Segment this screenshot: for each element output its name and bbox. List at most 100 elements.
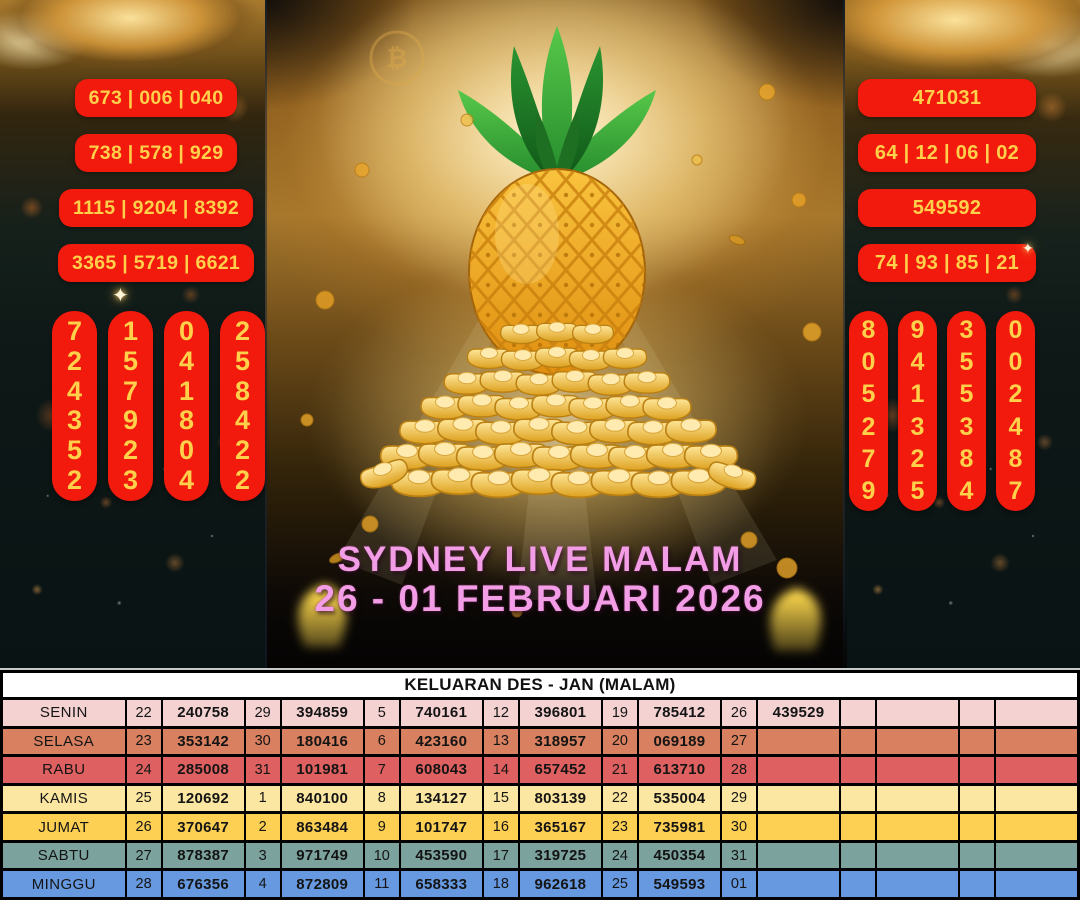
- table-row: SELASA 23 353142 30 180416 6 423160 13 318957 20 0…: [0, 725, 1079, 756]
- pill-digit: 5: [910, 476, 925, 505]
- table-row: SENIN 22 240758 29 394859 5 740161 12 396801 19 78…: [0, 697, 1079, 728]
- result-value-cell: [755, 868, 841, 899]
- pill-digit: 5: [234, 345, 251, 376]
- result-index-cell: 31: [719, 839, 757, 870]
- pill-digit: 4: [66, 375, 83, 406]
- banner: ₿: [0, 0, 1080, 670]
- digit-pill: 9 4 1 3 2 5: [898, 311, 937, 511]
- table-row: MINGGU 28 676356 4 872809 11 658333 18 962618 25 5…: [0, 868, 1079, 899]
- pill-digit: 8: [861, 316, 876, 344]
- table-row: JUMAT 26 370647 2 863484 9 101747 16 365167 23 735…: [0, 811, 1079, 842]
- digit-pill: 8 0 5 2 7 9: [849, 311, 888, 511]
- pill-digit: 2: [861, 412, 876, 441]
- result-value-cell: 840100: [279, 782, 364, 813]
- number-badge: 471031: [858, 79, 1036, 117]
- result-value-cell: [755, 725, 841, 756]
- pill-digit: 2: [66, 464, 83, 495]
- table-row: KAMIS 25 120692 1 840100 8 134127 15 803139 22 535…: [0, 782, 1079, 813]
- pill-digit: 3: [959, 412, 974, 441]
- pill-digit: 5: [66, 435, 83, 466]
- result-index-cell: [839, 725, 877, 756]
- number-badge: 74 | 93 | 85 | 21: [858, 244, 1036, 282]
- pill-digit: 5: [959, 380, 974, 409]
- result-index-cell: 5: [362, 697, 400, 728]
- result-value-cell: [875, 754, 960, 785]
- banner-title-line2: 26 - 01 FEBRUARI 2026: [314, 578, 766, 619]
- result-index-cell: 4: [243, 868, 281, 899]
- result-index-cell: 7: [362, 754, 400, 785]
- result-value-cell: [994, 839, 1079, 870]
- day-cell: MINGGU: [0, 868, 126, 899]
- left-badge-group: 673 | 006 | 040 738 | 578 | 929 1115 | 920…: [48, 79, 264, 282]
- pill-digit: 3: [910, 412, 925, 441]
- pill-digit: 4: [234, 405, 251, 436]
- pill-digit: 8: [234, 375, 251, 406]
- number-badge: 1115 | 9204 | 8392: [59, 189, 253, 227]
- result-value-cell: 423160: [398, 725, 483, 756]
- table-row: SABTU 27 878387 3 971749 10 453590 17 319725 24 45…: [0, 839, 1079, 870]
- result-value-cell: [994, 811, 1079, 842]
- result-index-cell: 11: [362, 868, 400, 899]
- result-index-cell: [958, 754, 996, 785]
- result-value-cell: 285008: [160, 754, 245, 785]
- result-value-cell: 803139: [517, 782, 602, 813]
- result-value-cell: 318957: [517, 725, 602, 756]
- result-index-cell: 24: [124, 754, 162, 785]
- pill-digit: 2: [234, 435, 251, 466]
- result-value-cell: 608043: [398, 754, 483, 785]
- result-index-cell: 21: [600, 754, 638, 785]
- result-value-cell: 353142: [160, 725, 245, 756]
- banner-title-line1: SYDNEY LIVE MALAM: [337, 540, 743, 579]
- pill-digit: 0: [178, 435, 195, 466]
- result-value-cell: 740161: [398, 697, 483, 728]
- pill-digit: 7: [122, 375, 139, 406]
- pill-digit: 5: [959, 348, 974, 377]
- pill-digit: 8: [1008, 444, 1023, 473]
- pill-digit: 0: [1008, 348, 1023, 377]
- result-value-cell: [875, 868, 960, 899]
- result-value-cell: 396801: [517, 697, 602, 728]
- result-index-cell: 2: [243, 811, 281, 842]
- pill-digit: 1: [910, 380, 925, 409]
- pill-digit: 8: [178, 405, 195, 436]
- result-index-cell: 01: [719, 868, 757, 899]
- pill-digit: 4: [910, 348, 925, 377]
- sparkle-icon: ✦: [112, 285, 129, 307]
- result-value-cell: [875, 811, 960, 842]
- result-value-cell: 962618: [517, 868, 602, 899]
- result-value-cell: 450354: [636, 839, 721, 870]
- result-index-cell: [839, 839, 877, 870]
- result-value-cell: 549593: [636, 868, 721, 899]
- day-cell: SABTU: [0, 839, 126, 870]
- result-index-cell: 28: [124, 868, 162, 899]
- result-value-cell: 785412: [636, 697, 721, 728]
- result-value-cell: 872809: [279, 868, 364, 899]
- result-value-cell: [755, 839, 841, 870]
- result-value-cell: 370647: [160, 811, 245, 842]
- result-value-cell: [875, 839, 960, 870]
- result-value-cell: [994, 697, 1079, 728]
- pill-digit: 0: [861, 348, 876, 377]
- center-image: ₿: [265, 0, 847, 670]
- pill-digit: 5: [122, 345, 139, 376]
- result-index-cell: [839, 811, 877, 842]
- result-value-cell: [875, 782, 960, 813]
- result-index-cell: 23: [600, 811, 638, 842]
- result-index-cell: 30: [243, 725, 281, 756]
- result-index-cell: 19: [600, 697, 638, 728]
- pill-digit: 7: [66, 316, 83, 346]
- result-index-cell: 23: [124, 725, 162, 756]
- result-value-cell: 101747: [398, 811, 483, 842]
- table-title: KELUARAN DES - JAN (MALAM): [0, 670, 1080, 700]
- result-index-cell: 13: [481, 725, 519, 756]
- pill-digit: 3: [122, 464, 139, 495]
- pineapple-body: [468, 168, 646, 376]
- pill-digit: 0: [1008, 316, 1023, 344]
- pill-digit: 9: [122, 405, 139, 436]
- result-index-cell: 24: [600, 839, 638, 870]
- result-index-cell: 3: [243, 839, 281, 870]
- result-index-cell: [958, 725, 996, 756]
- pineapple-crown: [458, 26, 656, 185]
